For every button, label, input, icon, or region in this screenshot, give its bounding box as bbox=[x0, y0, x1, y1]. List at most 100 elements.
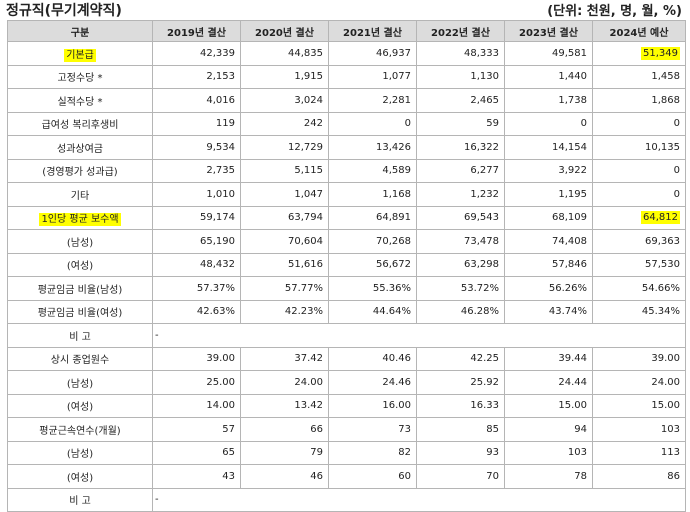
cell-value: 42.25 bbox=[470, 353, 499, 365]
cell-value: 14,154 bbox=[552, 141, 587, 153]
value-cell: 42,339 bbox=[152, 41, 241, 66]
cell-value: 69,543 bbox=[464, 212, 499, 224]
row-label-cell: 평균임금 비율(여성) bbox=[7, 299, 153, 324]
value-cell: 15.00 bbox=[592, 393, 686, 418]
value-cell: 5,115 bbox=[240, 158, 329, 183]
cell-value: 1,738 bbox=[558, 94, 587, 106]
row-label: 비 고 bbox=[69, 331, 91, 343]
cell-value: 78 bbox=[574, 470, 587, 482]
column-header: 2022년 결산 bbox=[416, 20, 505, 42]
value-cell: 73,478 bbox=[416, 229, 505, 254]
cell-value: 113 bbox=[660, 447, 680, 459]
value-cell: 0 bbox=[592, 158, 686, 183]
cell-value: 57 bbox=[222, 423, 235, 435]
value-cell: 6,277 bbox=[416, 158, 505, 183]
cell-value: 0 bbox=[673, 188, 680, 200]
column-header: 구분 bbox=[7, 20, 153, 42]
cell-value: 40.46 bbox=[382, 353, 411, 365]
value-cell: 46.28% bbox=[416, 299, 505, 324]
cell-value: 59 bbox=[486, 118, 499, 130]
value-cell: 79 bbox=[240, 440, 329, 465]
value-cell: 1,077 bbox=[328, 64, 417, 89]
row-label: 급여성 복리후생비 bbox=[41, 120, 119, 132]
row-label: (남성) bbox=[66, 449, 94, 461]
cell-value: 46 bbox=[310, 470, 323, 482]
value-cell: 46,937 bbox=[328, 41, 417, 66]
cell-value: 39.00 bbox=[206, 353, 235, 365]
row-label: 실적수당 * bbox=[57, 96, 103, 108]
cell-value: 15.00 bbox=[651, 400, 680, 412]
value-cell: 1,010 bbox=[152, 182, 241, 207]
value-cell: 37.42 bbox=[240, 346, 329, 371]
value-cell: 43.74% bbox=[504, 299, 593, 324]
table-row: (여성) 14.00 13.42 16.00 16.33 15.00 15.00 bbox=[7, 393, 686, 418]
cell-value: 1,232 bbox=[470, 188, 499, 200]
cell-value: 43.74% bbox=[548, 306, 587, 318]
table-row: 평균임금 비율(여성) 42.63% 42.23% 44.64% 46.28% 43.74… bbox=[7, 299, 686, 324]
value-cell: 53.72% bbox=[416, 276, 505, 301]
cell-value: 51,349 bbox=[641, 46, 680, 60]
cell-value: 16,322 bbox=[464, 141, 499, 153]
cell-value: 2,465 bbox=[470, 94, 499, 106]
cell-value: 1,168 bbox=[382, 188, 411, 200]
compensation-table: 구분 2019년 결산 2020년 결산 2021년 결산 2022년 결산 2023년 … bbox=[7, 20, 686, 512]
row-label: 평균임금 비율(남성) bbox=[37, 284, 123, 296]
cell-value: 70,604 bbox=[288, 235, 323, 247]
table-row: (남성) 25.00 24.00 24.46 25.92 24.44 24.00 bbox=[7, 370, 686, 395]
cell-value: 64,812 bbox=[641, 211, 680, 225]
value-cell: 1,232 bbox=[416, 182, 505, 207]
value-cell: 70 bbox=[416, 464, 505, 489]
value-cell: 56.26% bbox=[504, 276, 593, 301]
cell-value: 15.00 bbox=[558, 400, 587, 412]
row-label: 1인당 평균 보수액 bbox=[39, 213, 121, 227]
value-cell: 57 bbox=[152, 417, 241, 442]
value-cell: 24.00 bbox=[592, 370, 686, 395]
value-cell: 16.00 bbox=[328, 393, 417, 418]
row-label: (여성) bbox=[66, 402, 94, 414]
value-cell: 43 bbox=[152, 464, 241, 489]
value-cell: 2,153 bbox=[152, 64, 241, 89]
value-cell: 1,168 bbox=[328, 182, 417, 207]
page-title: 정규직(무기계약직) bbox=[6, 3, 122, 19]
table-row: 상시 종업원수 39.00 37.42 40.46 42.25 39.44 39.00 bbox=[7, 346, 686, 371]
note-cell: - bbox=[152, 487, 686, 512]
value-cell: 65 bbox=[152, 440, 241, 465]
value-cell: 39.44 bbox=[504, 346, 593, 371]
value-cell: 3,024 bbox=[240, 88, 329, 113]
cell-value: 44,835 bbox=[288, 47, 323, 59]
cell-value: 79 bbox=[310, 447, 323, 459]
table-row: 평균임금 비율(남성) 57.37% 57.77% 55.36% 53.72% 56.26… bbox=[7, 276, 686, 301]
cell-value: 1,458 bbox=[651, 71, 680, 83]
column-header: 2019년 결산 bbox=[152, 20, 241, 42]
value-cell: 4,589 bbox=[328, 158, 417, 183]
column-header: 2024년 예산 bbox=[592, 20, 686, 42]
row-label: 고정수당 * bbox=[57, 73, 103, 85]
value-cell: 42.23% bbox=[240, 299, 329, 324]
table-row: (여성) 48,432 51,616 56,672 63,298 57,846 57,530 bbox=[7, 252, 686, 277]
table-row: 1인당 평균 보수액 59,174 63,794 64,891 69,543 68,109… bbox=[7, 205, 686, 230]
row-label-cell: 평균근속연수(개월) bbox=[7, 417, 153, 442]
cell-value: 45.34% bbox=[641, 306, 680, 318]
value-cell: 60 bbox=[328, 464, 417, 489]
column-header: 2023년 결산 bbox=[504, 20, 593, 42]
value-cell: 63,298 bbox=[416, 252, 505, 277]
value-cell: 0 bbox=[328, 111, 417, 136]
value-cell: 73 bbox=[328, 417, 417, 442]
cell-value: 49,581 bbox=[552, 47, 587, 59]
value-cell: 93 bbox=[416, 440, 505, 465]
cell-value: 3,922 bbox=[558, 165, 587, 177]
value-cell: 1,440 bbox=[504, 64, 593, 89]
value-cell: 44,835 bbox=[240, 41, 329, 66]
cell-value: 66 bbox=[310, 423, 323, 435]
value-cell: 65,190 bbox=[152, 229, 241, 254]
row-label-cell: (여성) bbox=[7, 252, 153, 277]
value-cell: 78 bbox=[504, 464, 593, 489]
value-cell: 113 bbox=[592, 440, 686, 465]
cell-value: 1,440 bbox=[558, 71, 587, 83]
cell-value: 13,426 bbox=[376, 141, 411, 153]
value-cell: 51,616 bbox=[240, 252, 329, 277]
value-cell: 14,154 bbox=[504, 135, 593, 160]
cell-value: 1,915 bbox=[294, 71, 323, 83]
cell-value: 3,024 bbox=[294, 94, 323, 106]
value-cell: 70,604 bbox=[240, 229, 329, 254]
